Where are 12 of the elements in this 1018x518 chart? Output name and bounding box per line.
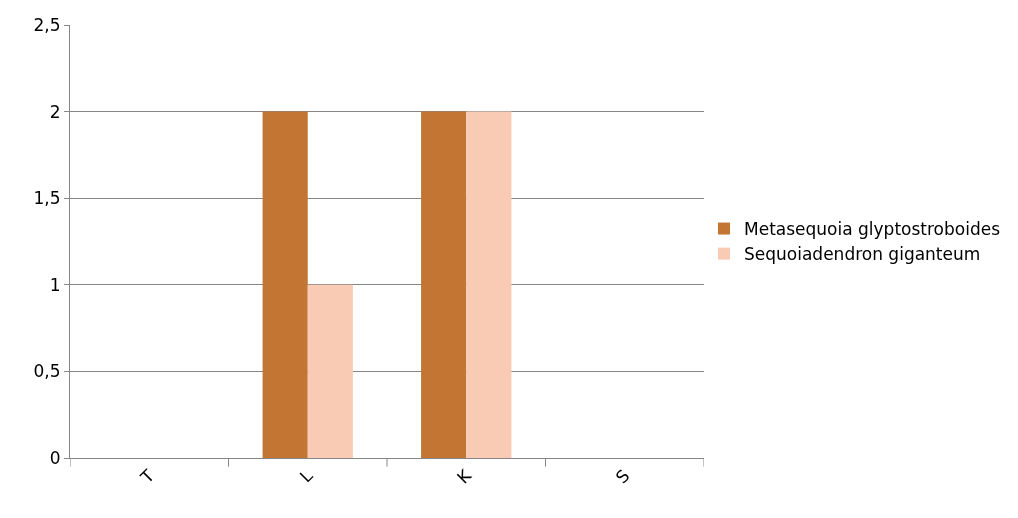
legend-label: Sequoiadendron giganteum: [744, 244, 981, 265]
legend-label: Metasequoia glyptostroboides: [744, 219, 1001, 240]
x-tick-label: S: [611, 465, 634, 488]
y-tick-label: 0,5: [33, 361, 61, 382]
y-tick-label: 1,5: [33, 188, 61, 209]
x-tick-label: L: [295, 465, 317, 487]
x-tick-label: K: [453, 465, 476, 488]
y-tick-label: 2,5: [33, 14, 61, 35]
y-tick-label: 0: [49, 447, 61, 468]
x-tick-label: T: [135, 465, 159, 488]
y-tick-label: 1: [49, 274, 61, 295]
y-tick-label: 2: [49, 101, 61, 122]
